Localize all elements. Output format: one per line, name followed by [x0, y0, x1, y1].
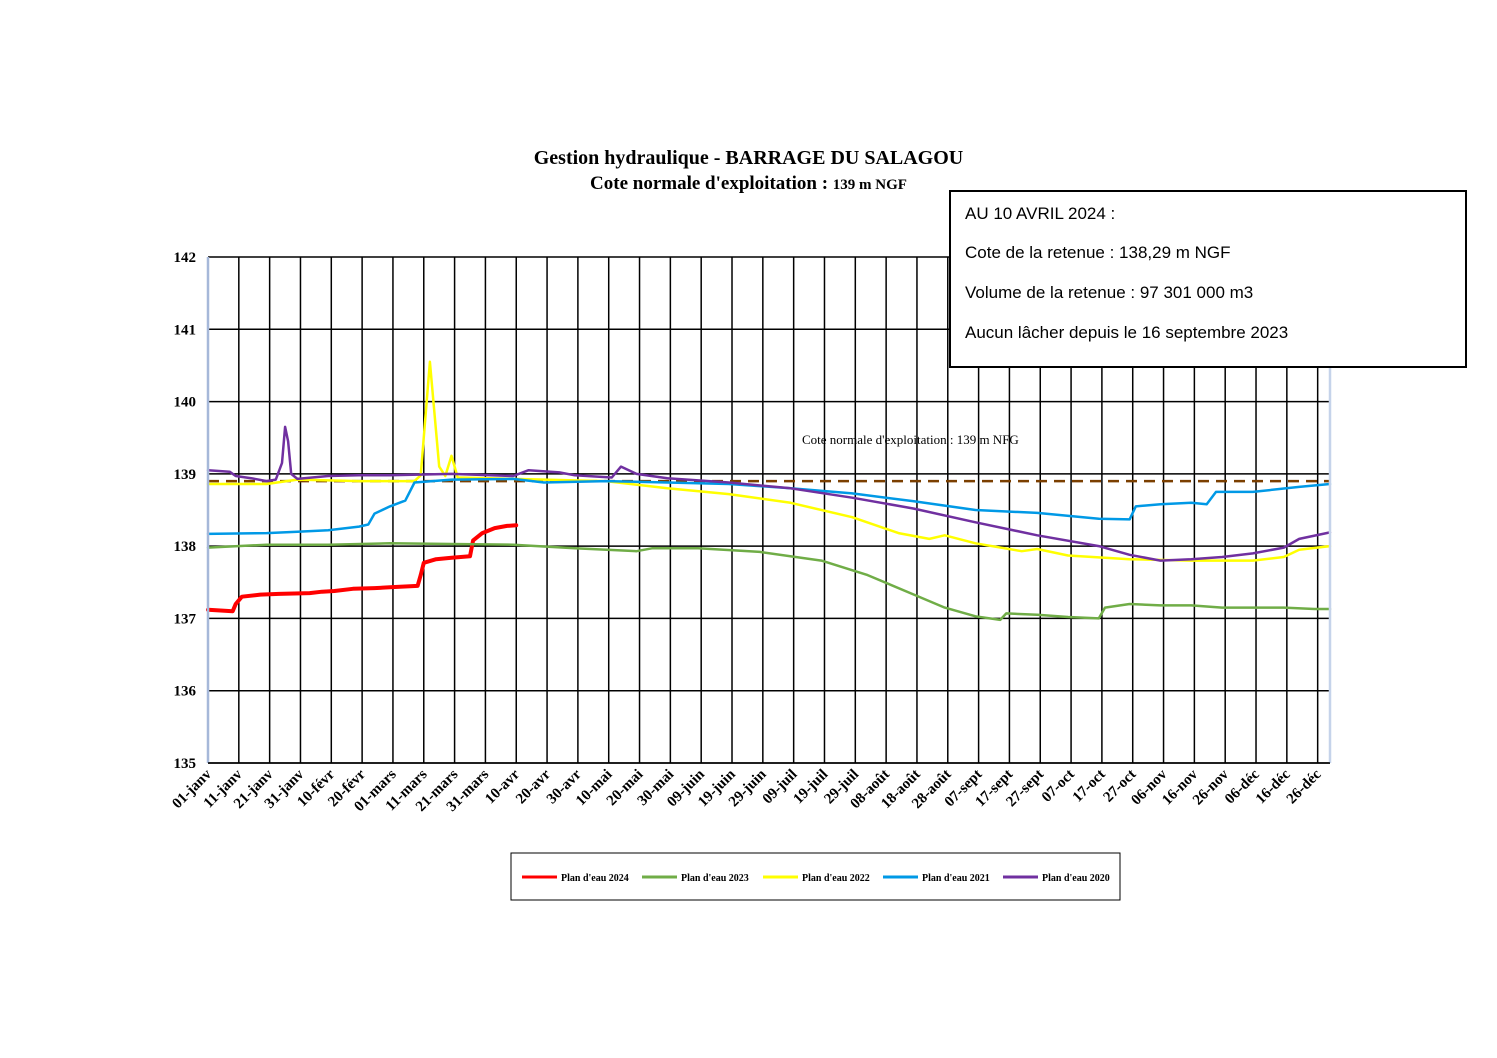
x-tick-label: 07-oct [1039, 767, 1078, 806]
y-tick-label: 139 [174, 467, 197, 483]
chart-title-line2-main: Cote normale d'exploitation : [590, 173, 833, 194]
y-tick-label: 141 [174, 322, 197, 338]
x-tick-label: 26-nov [1190, 766, 1232, 808]
legend-label: Plan d'eau 2020 [1042, 873, 1110, 884]
series-line-plan-d-eau-2024 [206, 523, 519, 614]
y-tick-label: 138 [174, 539, 197, 555]
legend-label: Plan d'eau 2022 [802, 873, 870, 884]
chart-title-line2-value: 139 m NGF [832, 177, 907, 193]
y-tick-label: 142 [174, 250, 197, 266]
legend-label: Plan d'eau 2024 [561, 873, 629, 884]
legend-label: Plan d'eau 2021 [922, 873, 990, 884]
y-tick-label: 137 [174, 611, 197, 627]
info-lacher: Aucun lâcher depuis le 16 septembre 2023 [965, 323, 1289, 342]
chart-title-line1: Gestion hydraulique - BARRAGE DU SALAGOU [533, 147, 964, 169]
y-tick-label: 140 [174, 395, 197, 411]
series-group [206, 360, 1332, 622]
reference-line-label: Cote normale d'exploitation : 139 m NFG [802, 432, 1019, 447]
legend-label: Plan d'eau 2023 [681, 873, 749, 884]
chart-title-line2: Cote normale d'exploitation : 139 m NGF [0, 171, 1497, 198]
info-volume: Volume de la retenue : 97 301 000 m3 [965, 283, 1254, 302]
info-cote: Cote de la retenue : 138,29 m NGF [965, 243, 1231, 262]
series-line-plan-d-eau-2023 [206, 542, 1332, 622]
legend: Plan d'eau 2024 Plan d'eau 2023 Plan d'eau… [510, 852, 1121, 901]
x-tick-label: 17-oct [1070, 767, 1109, 806]
x-tick-label: 26-déc [1284, 766, 1325, 807]
info-date: AU 10 AVRIL 2024 : [965, 204, 1116, 223]
info-box: AU 10 AVRIL 2024 : Cote de la retenue : … [949, 190, 1467, 368]
series-line-plan-d-eau-2020 [206, 425, 1332, 562]
y-tick-label: 135 [174, 756, 197, 772]
series-line-plan-d-eau-2021 [206, 477, 1332, 536]
chart-title: Gestion hydraulique - BARRAGE DU SALAGOU… [0, 146, 1497, 198]
y-tick-label: 136 [174, 684, 197, 700]
grid [207, 256, 1330, 764]
